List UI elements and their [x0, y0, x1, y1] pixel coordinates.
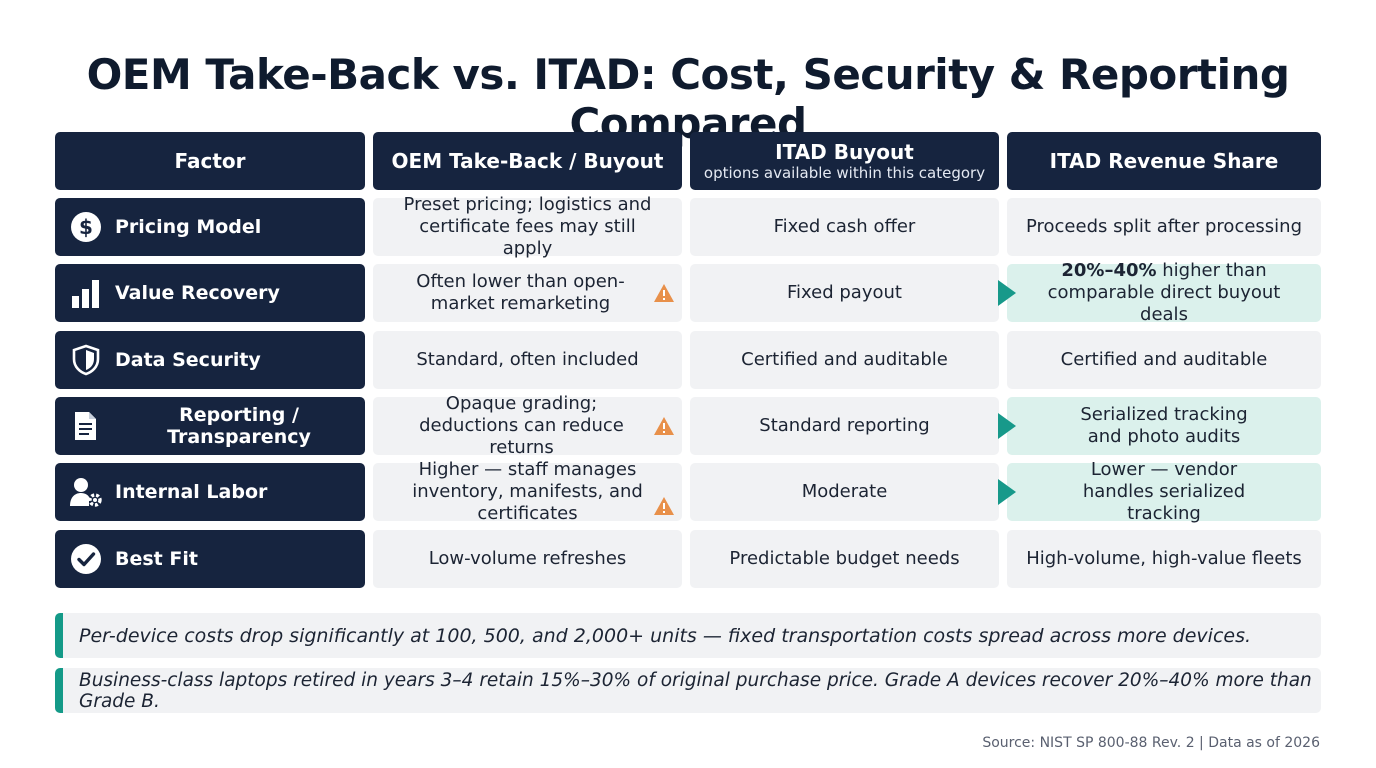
buyout-text: Moderate — [801, 481, 888, 502]
arrow-right-icon — [998, 479, 1016, 505]
buyout-cell: Fixed cash offer — [690, 198, 999, 256]
header-itad-revshare: ITAD Revenue Share — [1007, 132, 1321, 190]
table-row: Best Fit Low-volume refreshes Predictabl… — [55, 530, 1321, 588]
revshare-text: higher than comparable direct buyout dea… — [1047, 260, 1281, 325]
oem-cell: Often lower than open-market remarketing — [373, 264, 682, 322]
factor-label: Pricing Model — [115, 216, 262, 238]
header-factor-label: Factor — [174, 149, 246, 173]
table-row: Data Security Standard, often included C… — [55, 331, 1321, 389]
oem-cell: Preset pricing; logistics and certificat… — [373, 194, 682, 259]
svg-text:$: $ — [79, 215, 93, 239]
header-itad-buyout-label: ITAD Buyout — [775, 140, 914, 164]
factor-cell: Value Recovery — [55, 264, 365, 322]
table-row: Reporting / Transparency Opaque grading;… — [55, 393, 1321, 458]
oem-text: Higher — staff manages inventory, manife… — [412, 459, 643, 524]
revshare-text: Lower — vendor handles serialized tracki… — [1082, 459, 1246, 524]
arrow-right-icon — [998, 413, 1016, 439]
revshare-cell: High-volume, high-value fleets — [1007, 530, 1321, 588]
revshare-text: Proceeds split after processing — [1025, 216, 1303, 237]
revshare-cell: Lower — vendor handles serialized tracki… — [998, 459, 1321, 524]
factor-label: Value Recovery — [115, 282, 280, 304]
header-factor: Factor — [55, 132, 365, 190]
header-oem: OEM Take-Back / Buyout — [373, 132, 682, 190]
table-row: $ Pricing Model Preset pricing; logistic… — [55, 194, 1321, 259]
header-itad-buyout: ITAD Buyout options available within thi… — [690, 132, 999, 190]
oem-text: Low-volume refreshes — [428, 548, 627, 569]
check-circle-icon — [69, 542, 103, 576]
source-footnote: Source: NIST SP 800-88 Rev. 2 | Data as … — [982, 735, 1320, 751]
revshare-cell: Proceeds split after processing — [1007, 198, 1321, 256]
oem-cell: Opaque grading; deductions can reduce re… — [373, 393, 682, 458]
buyout-cell: Moderate — [690, 463, 999, 521]
oem-cell: Low-volume refreshes — [373, 530, 682, 588]
factor-cell: Reporting / Transparency — [55, 397, 365, 455]
revshare-text: Certified and auditable — [1060, 349, 1268, 370]
oem-cell: Higher — staff manages inventory, manife… — [373, 459, 682, 524]
bar-chart-icon — [69, 276, 103, 310]
warning-icon — [653, 416, 675, 436]
warning-icon — [653, 496, 675, 516]
revshare-cell: Serialized tracking and photo audits — [998, 397, 1321, 455]
oem-cell: Standard, often included — [373, 331, 682, 389]
factor-label: Internal Labor — [115, 481, 268, 503]
revshare-cell: Certified and auditable — [1007, 331, 1321, 389]
factor-cell: $ Pricing Model — [55, 198, 365, 256]
factor-label: Reporting / Transparency — [167, 404, 311, 448]
header-itad-buyout-subtitle: options available within this category — [703, 164, 986, 182]
document-icon — [69, 409, 101, 443]
warning-icon — [653, 283, 675, 303]
oem-text: Opaque grading; deductions can reduce re… — [419, 393, 624, 458]
table-header-row: Factor OEM Take-Back / Buyout ITAD Buyou… — [55, 132, 1321, 190]
oem-text: Preset pricing; logistics and certificat… — [403, 194, 652, 259]
oem-text: Standard, often included — [416, 349, 639, 370]
revshare-text: High-volume, high-value fleets — [1026, 548, 1302, 569]
buyout-text: Certified and auditable — [741, 349, 948, 370]
note-text: Per-device costs drop significantly at 1… — [79, 624, 1252, 647]
note-callout: Per-device costs drop significantly at 1… — [55, 613, 1321, 658]
factor-cell: Internal Labor — [55, 463, 365, 521]
header-oem-label: OEM Take-Back / Buyout — [391, 149, 664, 173]
buyout-cell: Standard reporting — [690, 397, 999, 455]
buyout-text: Fixed payout — [787, 282, 902, 303]
factor-label: Data Security — [115, 349, 261, 371]
table-row: Value Recovery Often lower than open-mar… — [55, 260, 1321, 325]
oem-text: Often lower than open-market remarketing — [416, 271, 625, 314]
revshare-cell: 20%–40% higher than comparable direct bu… — [998, 260, 1321, 325]
user-gear-icon — [69, 475, 103, 509]
buyout-text: Standard reporting — [759, 415, 930, 436]
buyout-text: Fixed cash offer — [773, 216, 916, 237]
buyout-cell: Predictable budget needs — [690, 530, 999, 588]
factor-label: Best Fit — [115, 548, 198, 570]
note-text: Business-class laptops retired in years … — [79, 669, 1312, 712]
header-itad-revshare-label: ITAD Revenue Share — [1049, 149, 1279, 173]
shield-icon — [69, 343, 103, 377]
page-title: OEM Take-Back vs. ITAD: Cost, Security &… — [86, 50, 1290, 148]
revshare-text: Serialized tracking and photo audits — [1080, 404, 1248, 447]
factor-cell: Best Fit — [55, 530, 365, 588]
buyout-text: Predictable budget needs — [729, 548, 960, 569]
factor-cell: Data Security — [55, 331, 365, 389]
note-callout: Business-class laptops retired in years … — [55, 668, 1321, 713]
buyout-cell: Fixed payout — [690, 264, 999, 322]
revshare-bold: 20%–40% — [1061, 260, 1157, 281]
dollar-icon: $ — [69, 210, 103, 244]
table-row: Internal Labor Higher — staff manages in… — [55, 459, 1321, 524]
arrow-right-icon — [998, 280, 1016, 306]
buyout-cell: Certified and auditable — [690, 331, 999, 389]
